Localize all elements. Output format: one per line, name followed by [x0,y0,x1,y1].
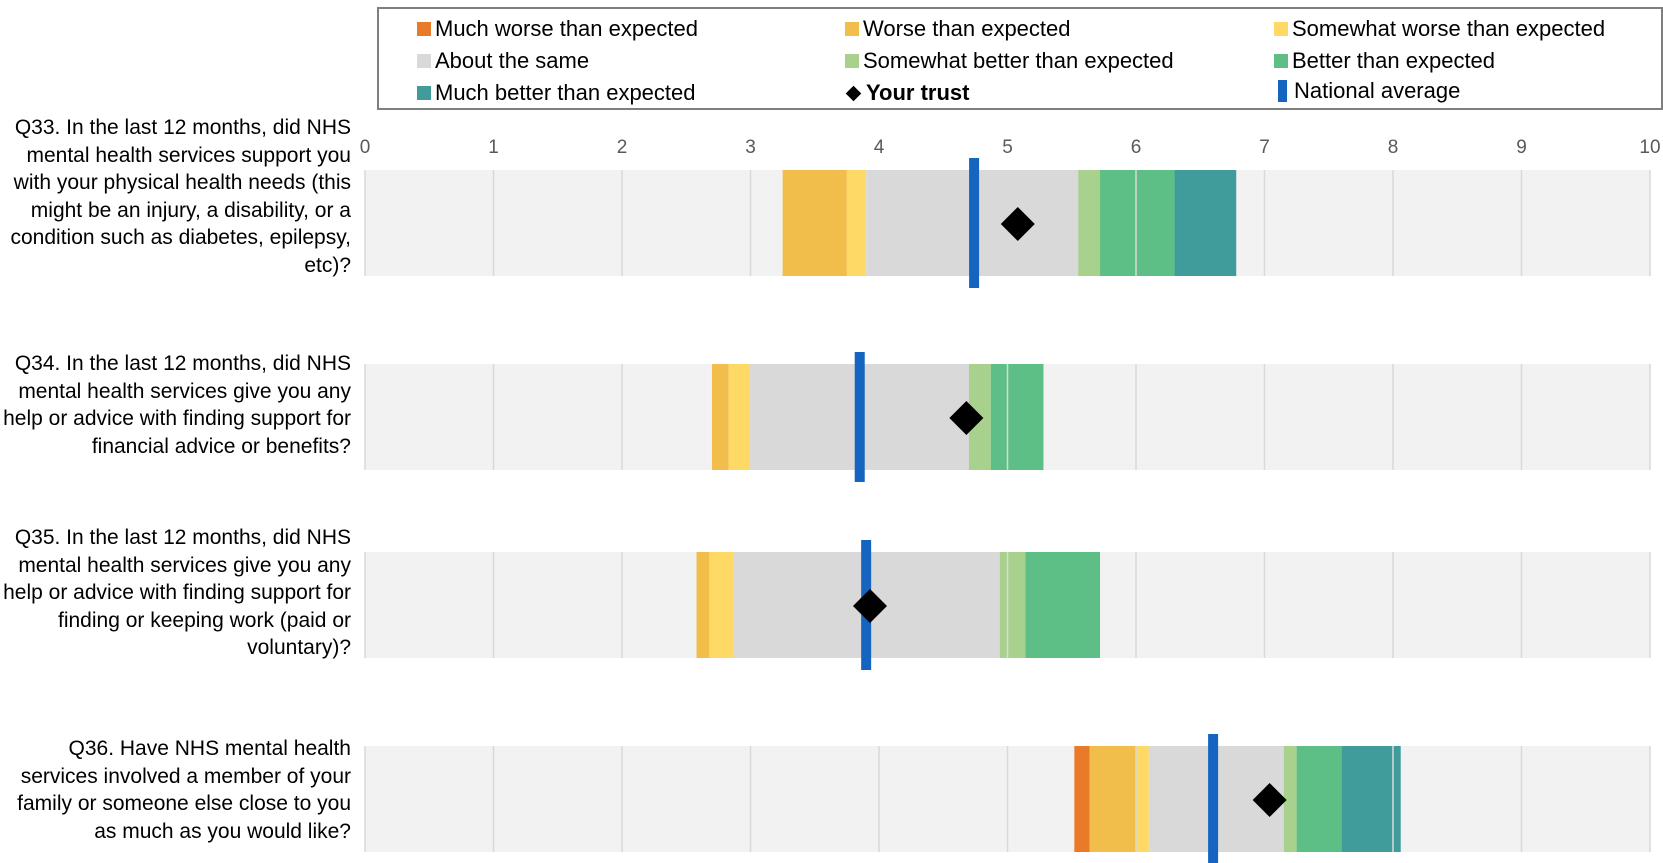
range-band [709,552,734,658]
legend-item-somewhat-worse: Somewhat worse than expected [1274,16,1605,42]
legend-swatch [1274,54,1288,68]
legend-label: Your trust [866,80,970,105]
x-tick-label: 0 [360,137,371,158]
x-tick-label: 2 [617,137,628,158]
range-band [696,552,710,658]
legend-item-national-average: National average [1278,78,1460,104]
range-band [1089,746,1136,852]
legend-label: Better than expected [1292,48,1496,73]
legend-item-your-trust: Your trust [845,80,969,106]
x-tick-label: 9 [1516,137,1527,158]
range-band [990,364,1044,470]
range-band [1283,746,1297,852]
x-tick-label: 5 [1002,137,1013,158]
legend: Much worse than expected Worse than expe… [377,7,1663,110]
legend-label: National average [1294,78,1461,103]
legend-label: Much better than expected [435,80,696,105]
range-band [1296,746,1342,852]
legend-item-better: Better than expected [1274,48,1495,74]
legend-swatch [1274,22,1288,36]
range-band [1136,746,1149,852]
legend-label: Somewhat worse than expected [1292,16,1606,41]
range-band [1341,746,1401,852]
legend-swatch [417,86,431,100]
range-band [999,552,1026,658]
x-tick-label: 8 [1388,137,1399,158]
legend-swatch [845,22,859,36]
range-band [1074,746,1090,852]
x-tick-label: 10 [1639,137,1660,158]
your-trust-marker [1252,783,1287,817]
legend-swatch [417,22,431,36]
legend-label: Worse than expected [863,16,1071,41]
range-band [1025,552,1101,658]
national-average-marker [1208,734,1219,863]
legend-item-much-worse: Much worse than expected [417,16,698,42]
question-label-q34: Q34. In the last 12 months, did NHS ment… [3,352,351,458]
your-trust-marker [1000,207,1035,241]
range-band [846,170,867,276]
range-band [1174,170,1237,276]
question-label-q36: Q36. Have NHS mental health services inv… [17,737,351,843]
range-band [728,364,751,470]
your-trust-marker [949,401,984,435]
your-trust-marker [853,589,888,623]
question-label-q35: Q35. In the last 12 months, did NHS ment… [3,526,351,659]
x-tick-label: 3 [745,137,756,158]
question-label-q33: Q33. In the last 12 months, did NHS ment… [10,116,352,277]
range-band [1100,170,1175,276]
range-band [711,364,729,470]
x-tick-label: 4 [874,137,885,158]
legend-label: Much worse than expected [435,16,698,41]
legend-item-much-better: Much better than expected [417,80,696,106]
legend-item-worse: Worse than expected [845,16,1071,42]
x-tick-label: 7 [1259,137,1270,158]
national-average-icon [1278,80,1287,102]
legend-swatch [845,54,859,68]
legend-item-about-same: About the same [417,48,589,74]
legend-item-somewhat-better: Somewhat better than expected [845,48,1174,74]
legend-label: Somewhat better than expected [863,48,1174,73]
range-band [782,170,847,276]
x-tick-label: 6 [1131,137,1142,158]
diamond-icon [845,85,862,101]
legend-swatch [417,54,431,68]
national-average-marker [854,352,865,482]
x-tick-label: 1 [488,137,499,158]
national-average-marker [969,158,980,288]
legend-label: About the same [435,48,590,73]
range-band [1078,170,1101,276]
